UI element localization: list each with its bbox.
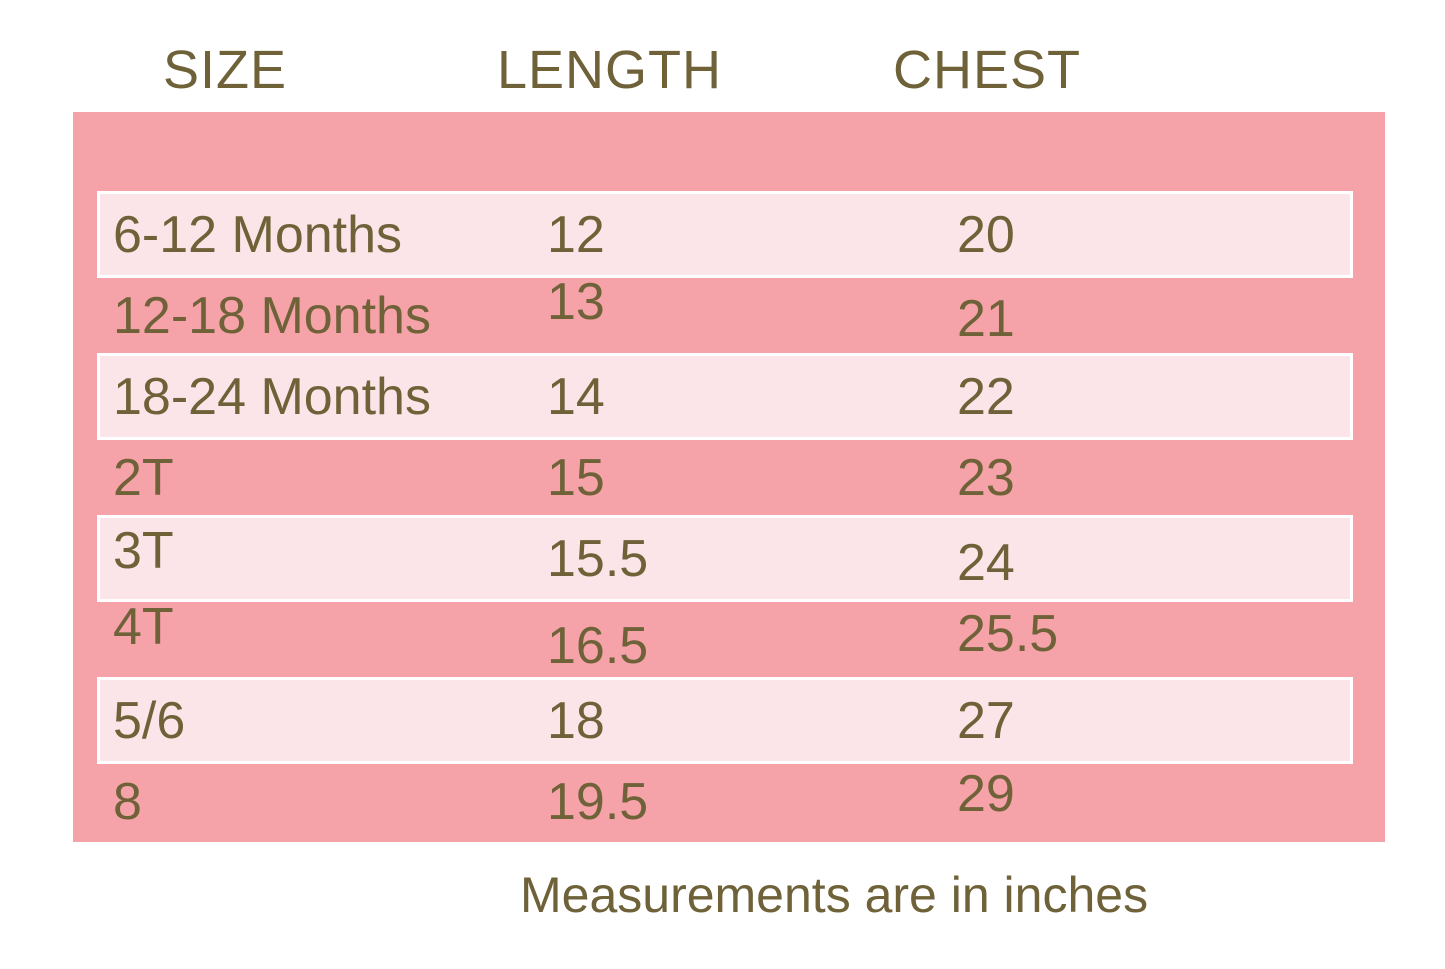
length-cell: 19.5 [547, 772, 649, 831]
size-cell: 4T [113, 597, 174, 656]
table-row: 12-18 Months 13 21 [73, 275, 1385, 356]
chest-cell: 20 [957, 205, 1015, 264]
table-row: 3T 15.5 24 [73, 518, 1385, 599]
length-cell: 15.5 [547, 529, 649, 588]
col-header-size: SIZE [163, 40, 288, 100]
table-row: 2T 15 23 [73, 437, 1385, 518]
size-cell: 6-12 Months [113, 205, 403, 264]
size-cell: 2T [113, 448, 174, 507]
measurements-note: Measurements are in inches [520, 867, 1149, 923]
chest-cell: 22 [957, 367, 1015, 426]
length-cell: 14 [547, 367, 605, 426]
chest-cell: 25.5 [957, 604, 1059, 663]
length-cell: 13 [547, 272, 605, 331]
table-row: 8 19.5 29 [73, 761, 1385, 842]
length-cell: 18 [547, 691, 605, 750]
size-cell: 5/6 [113, 691, 186, 750]
chest-cell: 23 [957, 448, 1015, 507]
size-cell: 18-24 Months [113, 367, 431, 426]
size-cell: 8 [113, 772, 142, 831]
length-cell: 16.5 [547, 616, 649, 675]
chest-cell: 29 [957, 764, 1015, 823]
length-cell: 15 [547, 448, 605, 507]
table-row: 5/6 18 27 [73, 680, 1385, 761]
size-cell: 12-18 Months [113, 286, 431, 345]
table-row: 18-24 Months 14 22 [73, 356, 1385, 437]
table-row: 6-12 Months 12 20 [73, 194, 1385, 275]
table-row: 4T 16.5 25.5 [73, 599, 1385, 680]
col-header-chest: CHEST [893, 40, 1082, 100]
col-header-length: LENGTH [497, 40, 723, 100]
size-cell: 3T [113, 521, 174, 580]
chest-cell: 24 [957, 533, 1015, 592]
chest-cell: 27 [957, 691, 1015, 750]
size-chart-panel: 6-12 Months 12 20 12-18 Months 13 21 18-… [73, 112, 1385, 842]
chest-cell: 21 [957, 289, 1015, 348]
length-cell: 12 [547, 205, 605, 264]
